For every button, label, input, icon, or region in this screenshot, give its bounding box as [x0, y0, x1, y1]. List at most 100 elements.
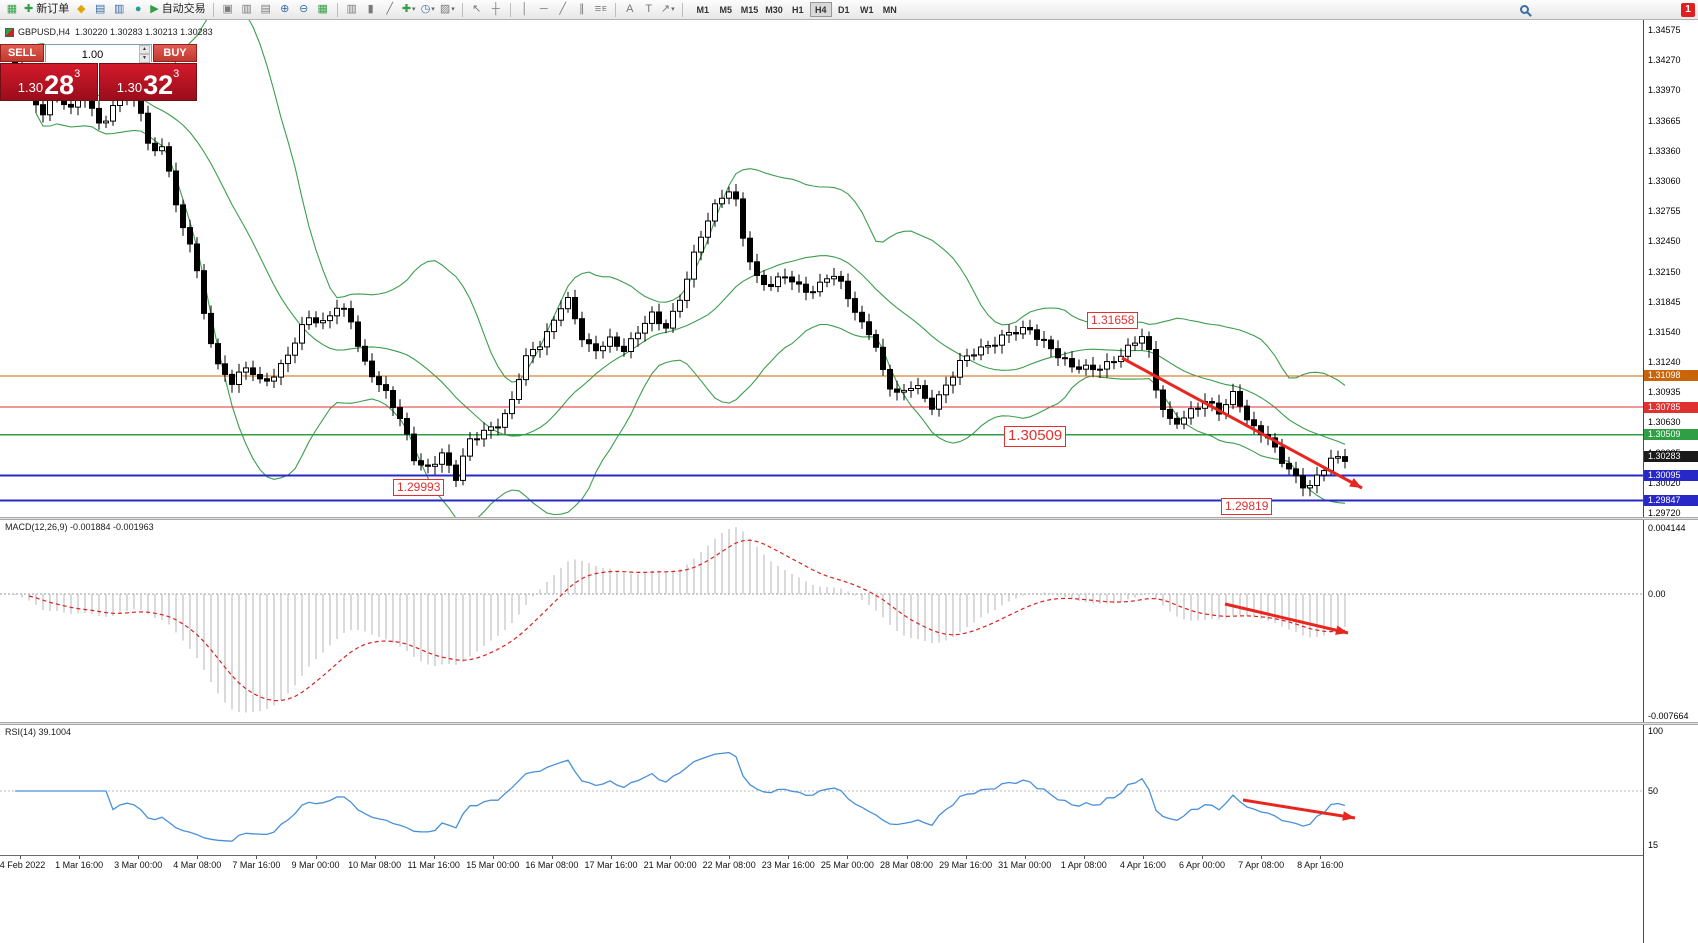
price-annotation[interactable]: 1.29819	[1221, 498, 1273, 515]
horizontal-line-button[interactable]: ─	[535, 1, 553, 18]
rsi-pane: RSI(14) 39.1004	[0, 725, 1643, 855]
tile-horizontally-button[interactable]: ▤	[257, 1, 275, 18]
new-order-button[interactable]: ✚ 新订单	[22, 1, 71, 18]
vertical-line-button[interactable]: │	[516, 1, 534, 18]
time-axis-label: 1 Apr 08:00	[1060, 860, 1107, 870]
cursor-button[interactable]: ↖	[468, 1, 486, 18]
channel-button[interactable]: ∥	[573, 1, 591, 18]
timeframe-m30-button[interactable]: M30	[765, 4, 783, 15]
chevron-down-icon: ▾	[431, 6, 435, 13]
symbol-ohlc-line: GBPUSD,H4 1.30220 1.30283 1.30213 1.3028…	[5, 27, 213, 37]
price-axis-badge: 1.29847	[1644, 494, 1698, 506]
macd-label: MACD(12,26,9) -0.001884 -0.001963	[5, 522, 154, 532]
notification-badge[interactable]: 1	[1681, 2, 1695, 17]
crosshair-icon: ┼	[491, 3, 500, 15]
price-axis-tick: 1.34575	[1648, 25, 1681, 35]
time-axis-tick	[138, 856, 140, 859]
macd-chart-canvas[interactable]	[0, 520, 1643, 722]
sell-price-display[interactable]: 1.30 28 3	[0, 63, 98, 101]
price-annotation[interactable]: 1.31658	[1087, 312, 1139, 329]
profiles-icon: ◆	[76, 3, 86, 15]
zoom-in-button[interactable]: ⊕	[276, 1, 294, 18]
time-axis-tick	[670, 856, 672, 859]
price-annotation[interactable]: 1.30509	[1004, 426, 1067, 447]
data-window-button[interactable]: ▥	[110, 1, 128, 18]
arrow-tool-icon: ↗	[660, 3, 671, 15]
new-chart-button[interactable]: ▦	[3, 1, 21, 18]
price-axis-tick: 1.34270	[1648, 55, 1681, 66]
price-chart-canvas[interactable]	[0, 20, 1643, 517]
time-axis-tick	[256, 856, 258, 859]
price-axis-tick: 1.31845	[1648, 296, 1681, 307]
templates-button[interactable]: ▨ ▾	[438, 1, 457, 18]
sell-button[interactable]: SELL	[0, 44, 44, 62]
zoom-out-button[interactable]: ⊖	[295, 1, 313, 18]
timeframe-toolbar: M1 M5 M15 M30 H1 H4 D1 W1 MN	[692, 2, 901, 17]
volume-input[interactable]	[46, 47, 151, 63]
price-axis-badge: 1.30785	[1644, 401, 1698, 413]
chevron-down-icon: E	[602, 6, 607, 13]
price-annotation[interactable]: 1.29993	[393, 479, 445, 496]
time-axis-label: 17 Mar 16:00	[584, 860, 638, 870]
text-label-button[interactable]: T	[640, 1, 658, 18]
market-watch-button[interactable]: ▤	[91, 1, 109, 18]
time-axis-tick	[788, 856, 790, 859]
arrows-tool-button[interactable]: ↗ ▾	[659, 1, 677, 18]
search-icon[interactable]	[1520, 5, 1529, 14]
timeframe-h4-button[interactable]: H4	[809, 2, 832, 17]
macd-axis-tick: 0.00	[1648, 589, 1666, 599]
pane-splitter[interactable]	[0, 517, 1698, 520]
trend-arrow	[1242, 798, 1356, 820]
time-axis-label: 22 Mar 08:00	[702, 860, 756, 870]
buy-price-display[interactable]: 1.30 32 3	[99, 63, 197, 101]
candlestick-chart-button[interactable]: ▮	[362, 1, 380, 18]
time-axis[interactable]: 24 Feb 2022 1 Mar 16:00 3 Mar 00:00 4 Mar 0…	[0, 855, 1698, 943]
text-button[interactable]: A	[621, 1, 639, 18]
price-axis[interactable]: 1.34575 1.34270 1.33970 1.33665 1.33360 1.330…	[1643, 20, 1698, 943]
price-axis-tick: 1.33060	[1648, 175, 1681, 186]
line-chart-button[interactable]: ╱	[381, 1, 399, 18]
zoom-in-icon: ⊕	[280, 3, 290, 15]
bar-chart-button[interactable]: ▥	[343, 1, 361, 18]
timeframe-w1-button[interactable]: W1	[860, 4, 874, 15]
timeframe-d1-button[interactable]: D1	[838, 4, 850, 15]
clock-icon: ◷	[420, 3, 431, 15]
profiles-button[interactable]: ◆	[72, 1, 90, 18]
time-axis-tick	[79, 856, 81, 859]
time-axis-tick	[551, 856, 553, 859]
indicators-button[interactable]: ✚ ▾	[400, 1, 418, 18]
time-axis-tick	[906, 856, 908, 859]
toolbar-separator	[212, 2, 214, 17]
crosshair-button[interactable]: ┼	[487, 1, 505, 18]
buy-button[interactable]: BUY	[153, 44, 197, 62]
tile-vertically-icon: ▥	[241, 3, 252, 15]
bollinger-lower	[35, 113, 1346, 517]
volume-down-button[interactable]: ▼	[139, 54, 150, 63]
trendline-button[interactable]: ╱	[554, 1, 572, 18]
pane-splitter[interactable]	[0, 722, 1698, 725]
timeframe-m15-button[interactable]: M15	[740, 4, 759, 15]
price-axis-tick: 1.32450	[1648, 236, 1681, 247]
tile-vertically-button[interactable]: ▥	[238, 1, 256, 18]
text-icon: A	[626, 3, 634, 15]
volume-up-button[interactable]: ▲	[139, 45, 150, 54]
toolbar-separator	[336, 2, 338, 17]
tile-windows-button[interactable]: ▦	[314, 1, 332, 18]
volume-field: ▲ ▼	[45, 44, 152, 63]
timeframe-m1-button[interactable]: M1	[696, 4, 709, 15]
symbol-icon	[5, 27, 14, 37]
time-axis-label: 24 Feb 2022	[0, 860, 46, 870]
navigator-button[interactable]: ●	[129, 1, 147, 18]
macd-pane: MACD(12,26,9) -0.001884 -0.001963	[0, 520, 1643, 722]
fibonacci-button[interactable]: ≡ E	[592, 1, 610, 18]
macd-axis-tick: 0.004144	[1648, 523, 1686, 533]
time-axis-label: 31 Mar 00:00	[998, 860, 1052, 870]
periods-button[interactable]: ◷ ▾	[419, 1, 437, 18]
timeframe-h1-button[interactable]: H1	[792, 4, 804, 15]
rsi-chart-canvas[interactable]	[0, 725, 1643, 855]
price-axis-tick: 1.32755	[1648, 206, 1681, 217]
timeframe-mn-button[interactable]: MN	[882, 4, 897, 15]
auto-trading-button[interactable]: ▶ 自动交易	[148, 1, 207, 18]
timeframe-m5-button[interactable]: M5	[719, 4, 732, 15]
cascade-windows-button[interactable]: ▣	[219, 1, 237, 18]
